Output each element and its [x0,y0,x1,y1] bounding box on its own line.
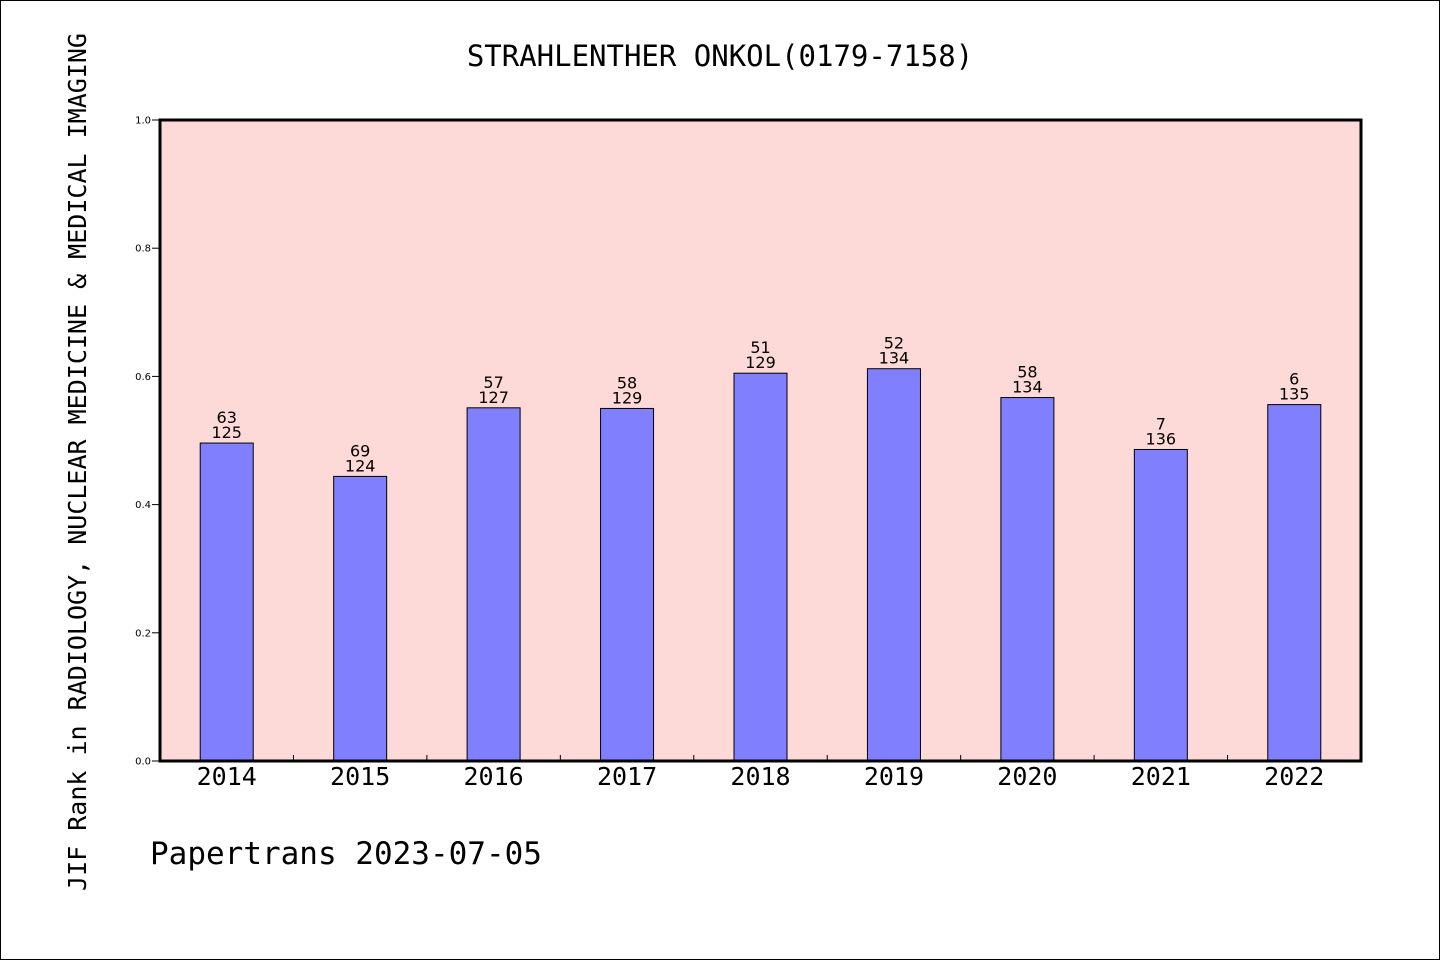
y-tick-label: 0.2 [135,628,151,639]
bar-total-label: 134 [879,349,910,368]
bars: 6312569124571275812951129521345813471366… [199,334,1322,762]
x-tick-label: 2020 [997,762,1057,791]
plot-border [158,118,1363,763]
y-tick-label: 0.4 [135,500,151,511]
bar-rank-label: 58 [617,373,637,392]
bar [600,407,655,762]
bar-total-label: 127 [478,388,509,407]
x-tick-label: 2022 [1264,762,1324,791]
bar [866,368,921,762]
bar-total-label: 135 [1279,385,1310,404]
bar-total-label: 134 [1012,378,1043,397]
bar-rank-label: 6 [1289,370,1299,389]
bar [1000,397,1055,762]
x-tick-label: 2019 [864,762,924,791]
y-tick-label: 1.0 [135,116,151,127]
bar-total-label: 129 [745,353,776,372]
x-tick-label: 2018 [730,762,790,791]
footer-credit: Papertrans 2023-07-05 [150,836,542,872]
bar-rank-label: 63 [217,408,237,427]
bar-rank-label: 7 [1156,414,1166,433]
bar [1267,404,1322,762]
bar-rank-label: 57 [483,373,503,392]
x-tick-label: 2021 [1131,762,1191,791]
y-tick-label: 0.6 [135,372,151,383]
x-tick-label: 2014 [197,762,257,791]
y-axis-label: JIF Rank in RADIOLOGY, NUCLEAR MEDICINE … [63,33,92,891]
y-tick-label: 0.0 [135,757,151,768]
y-tick-label: 0.8 [135,244,151,255]
bar-total-label: 124 [345,456,376,475]
x-tick-label: 2016 [464,762,524,791]
bar-total-label: 136 [1146,429,1177,448]
bar [466,407,521,762]
bar [1133,448,1188,762]
bar-total-label: 129 [612,388,643,407]
y-axis-ticks: 0.0 0.2 0.4 0.6 0.8 1.0 [135,116,160,768]
bar-total-label: 125 [211,423,242,442]
bar-rank-label: 52 [884,334,904,353]
bar-rank-label: 58 [1017,363,1037,382]
bar [199,442,254,762]
chart-title: STRAHLENTHER ONKOL(0179-7158) [467,39,973,73]
x-axis-ticks: 2014 2015 2016 2017 2018 2019 2020 2021 2022 [197,755,1324,791]
bar [333,475,388,762]
bar [733,372,788,762]
bar-rank-label: 69 [350,441,370,460]
x-tick-label: 2017 [597,762,657,791]
bar-rank-label: 51 [750,338,770,357]
x-tick-label: 2015 [330,762,390,791]
